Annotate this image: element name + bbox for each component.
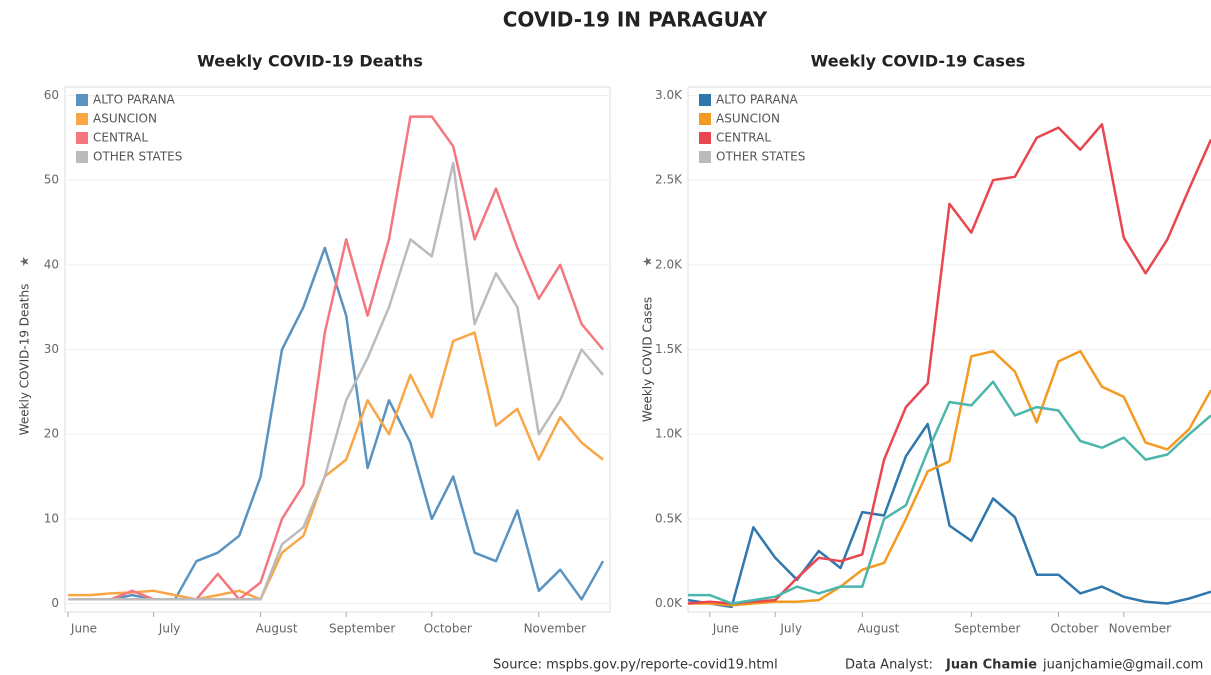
y-tick-label: 20: [44, 427, 59, 441]
y-axis-label: Weekly COVID-19 Deaths: [18, 284, 32, 436]
y-tick-label: 0.5K: [655, 511, 683, 525]
y-tick-label: 0.0K: [655, 596, 683, 610]
x-tick-label: September: [954, 622, 1020, 636]
legend-swatch: [699, 94, 711, 106]
pin-icon: ★: [641, 256, 655, 267]
legend-label: ALTO PARANA: [716, 93, 799, 107]
y-tick-label: 10: [44, 511, 59, 525]
legend-swatch: [76, 132, 88, 144]
series-line: [687, 123, 1211, 605]
legend-label: ASUNCION: [716, 112, 780, 126]
series-line: [68, 331, 604, 601]
x-tick-label: November: [1109, 622, 1171, 636]
x-tick-label: July: [158, 622, 181, 636]
chart-title: Weekly COVID-19 Cases: [811, 52, 1026, 71]
y-tick-label: 2.5K: [655, 173, 683, 187]
x-tick-label: July: [779, 622, 802, 636]
y-tick-label: 2.0K: [655, 257, 683, 271]
legend-label: CENTRAL: [93, 131, 148, 145]
analyst-label: Data Analyst:: [845, 658, 933, 673]
legend-swatch: [76, 151, 88, 163]
pin-icon: ★: [18, 256, 32, 267]
y-tick-label: 50: [44, 173, 59, 187]
legend-label: OTHER STATES: [716, 150, 805, 164]
x-tick-label: June: [712, 622, 739, 636]
y-tick-label: 3.0K: [655, 88, 683, 102]
x-tick-label: November: [524, 622, 586, 636]
legend-swatch: [699, 132, 711, 144]
x-tick-label: October: [424, 622, 472, 636]
legend-label: OTHER STATES: [93, 150, 182, 164]
series-line: [688, 380, 1211, 605]
page-title: COVID-19 IN PARAGUAY: [503, 8, 768, 32]
y-tick-label: 1.5K: [655, 342, 683, 356]
y-tick-label: 0: [51, 596, 59, 610]
x-tick-label: October: [1050, 622, 1098, 636]
y-tick-label: 1.0K: [655, 427, 683, 441]
analyst: Juan Chamie: [945, 658, 1037, 673]
y-tick-label: 60: [44, 88, 59, 102]
legend-label: CENTRAL: [716, 131, 771, 145]
email: juanjchamie@gmail.com: [1042, 658, 1203, 673]
x-tick-label: August: [857, 622, 899, 636]
series-line: [68, 161, 604, 601]
x-tick-label: June: [70, 622, 97, 636]
legend-swatch: [699, 151, 711, 163]
y-tick-label: 40: [44, 257, 59, 271]
y-tick-label: 30: [44, 342, 59, 356]
x-tick-label: August: [256, 622, 298, 636]
y-axis-label: Weekly COVID Cases: [641, 297, 655, 422]
legend-swatch: [76, 113, 88, 125]
source: Source: mspbs.gov.py/reporte-covid19.htm…: [493, 658, 778, 673]
x-tick-label: September: [329, 622, 395, 636]
legend-swatch: [76, 94, 88, 106]
series-line: [687, 422, 1211, 609]
chart-title: Weekly COVID-19 Deaths: [197, 52, 423, 71]
legend-label: ASUNCION: [93, 112, 157, 126]
legend-swatch: [699, 113, 711, 125]
legend-label: ALTO PARANA: [93, 93, 176, 107]
series-line: [688, 349, 1211, 607]
